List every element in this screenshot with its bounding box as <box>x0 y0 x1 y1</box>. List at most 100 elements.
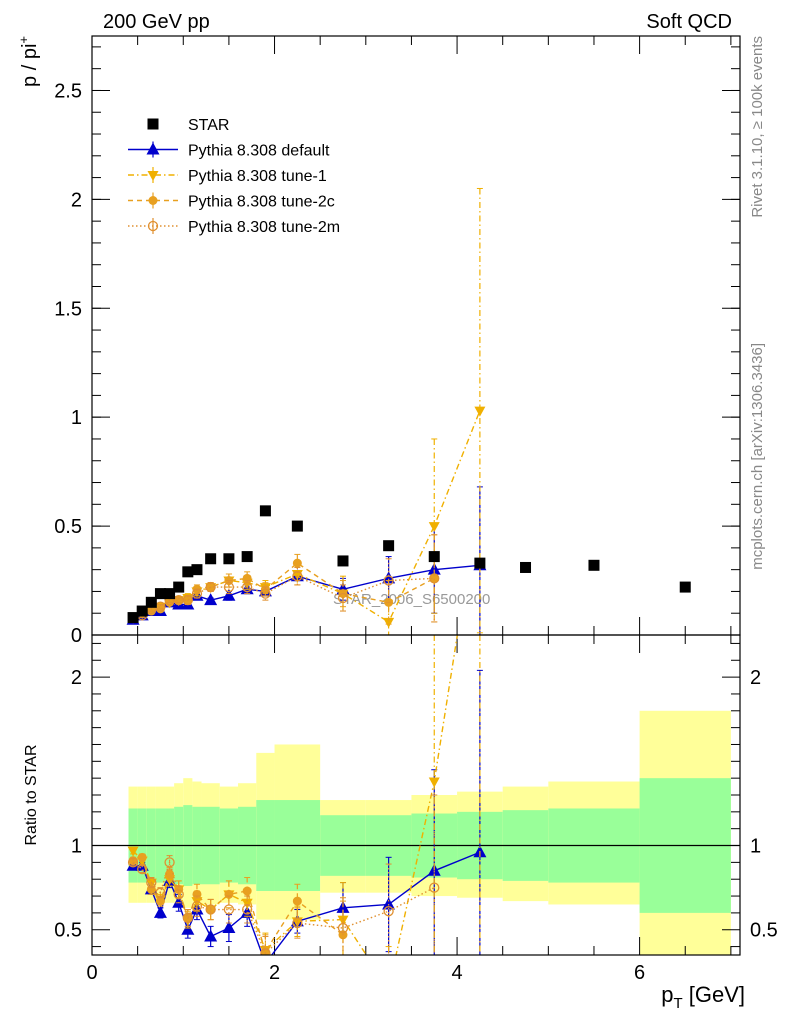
main-point <box>474 406 486 417</box>
main-point <box>127 612 139 624</box>
main-point <box>205 553 217 565</box>
ratio-point <box>382 897 396 910</box>
side-rivet-label: Rivet 3.1.10, ≥ 100k events <box>749 36 766 218</box>
main-point <box>242 581 253 593</box>
main-point <box>337 555 349 567</box>
main-point <box>204 593 218 606</box>
ratio-series <box>126 635 487 955</box>
ratio-point <box>241 898 253 909</box>
main-ylabel-sup: + <box>16 36 31 44</box>
main-point <box>182 566 194 578</box>
main-point <box>222 588 236 601</box>
ratio-point <box>127 857 139 868</box>
main-point <box>588 559 600 571</box>
ratio-y-tick-label-right: 1 <box>750 836 761 858</box>
main-series-star <box>127 505 691 624</box>
main-y-tick-label: 0.5 <box>54 516 82 538</box>
ratio-point <box>260 948 271 955</box>
ratio-point <box>164 857 175 868</box>
main-ylabel-base: p / pi <box>19 44 41 87</box>
main-point <box>383 540 395 552</box>
x-tick-label: 4 <box>452 962 463 984</box>
legend-label: Pythia 8.308 tune-2c <box>188 194 335 211</box>
main-point <box>173 581 185 593</box>
main-y-tick-label: 1.5 <box>54 298 82 320</box>
ratio-y-tick-label-right: 2 <box>750 667 761 689</box>
main-point <box>223 553 235 565</box>
legend-label: Pythia 8.308 tune-1 <box>188 168 327 185</box>
main-point <box>136 605 148 617</box>
legend-item: Pythia 8.308 tune-2m <box>128 218 340 236</box>
ratio-point <box>172 895 186 908</box>
ratio-point <box>222 921 236 934</box>
xlabel-unit: [GeV] <box>683 982 745 1007</box>
x-tick-label: 2 <box>269 962 280 984</box>
main-series <box>126 187 691 635</box>
legend-item: STAR <box>147 117 229 134</box>
legend-item: Pythia 8.308 tune-1 <box>128 167 327 185</box>
ratio-point <box>191 901 203 912</box>
ratio-y-tick-label-left: 0.5 <box>54 920 82 942</box>
ratio-point <box>165 869 175 879</box>
main-y-tick-label: 1 <box>71 407 82 429</box>
ratio-point <box>192 889 202 899</box>
ratio-point <box>173 889 184 900</box>
main-point <box>182 594 193 606</box>
main-point <box>205 581 216 593</box>
legend: STAR Pythia 8.308 default Pythia 8.308 tun… <box>128 117 340 236</box>
legend-label: STAR <box>188 117 229 134</box>
ratio-point <box>146 877 157 888</box>
main-ylabel: p / pi+ <box>16 36 41 87</box>
ratio-point <box>242 904 253 915</box>
side-mcplots-label: mcplots.cern.ch [arXiv:1306.3436] <box>749 343 766 570</box>
ratio-point <box>383 906 394 917</box>
ratio-point <box>155 887 166 898</box>
main-point <box>428 522 440 533</box>
ratio-y-tick-label-left: 2 <box>71 667 82 689</box>
ratio-point <box>182 912 193 924</box>
ratio-line-pythia-8-308-tune-2m <box>132 859 435 955</box>
legend-marker <box>147 220 159 232</box>
main-point <box>337 592 349 604</box>
main-point <box>383 575 394 586</box>
ratio-point <box>337 922 349 934</box>
ratio-point <box>223 904 235 915</box>
ratio-point <box>127 846 139 857</box>
main-point <box>260 588 271 599</box>
legend-item: Pythia 8.308 tune-2c <box>128 192 335 211</box>
main-axes: 0 0.5 1 1.5 2 2.5 <box>54 36 740 647</box>
ratio-line-pythia-8-308-tune-1 <box>132 635 459 955</box>
ratio-point <box>153 905 167 918</box>
legend-label: Pythia 8.308 tune-2m <box>188 219 340 236</box>
main-point <box>259 505 271 517</box>
legend-marker <box>147 118 159 130</box>
main-point <box>164 588 176 600</box>
main-point <box>292 558 302 568</box>
ratio-axes: 0.5 0.5 1 1 2 2 0 2 4 6 <box>54 635 778 984</box>
main-point <box>429 573 440 584</box>
ratio-point <box>137 852 147 862</box>
main-point <box>145 596 157 608</box>
main-point <box>241 551 253 563</box>
main-point <box>520 561 532 573</box>
ratio-point <box>242 886 252 896</box>
ratio-ylabel: Ratio to STAR <box>23 744 40 845</box>
legend-marker <box>146 142 160 155</box>
x-tick-label: 0 <box>86 962 97 984</box>
main-point <box>679 581 691 593</box>
legend-marker <box>147 171 159 181</box>
ratio-series-pythia-8-308-tune-2m <box>127 794 440 955</box>
main-y-tick-label: 2 <box>71 189 82 211</box>
main-point <box>191 564 203 576</box>
ratio-point <box>224 889 234 899</box>
xlabel-sub: T <box>673 995 682 1012</box>
ratio-point <box>137 863 148 875</box>
ratio-point <box>204 929 218 942</box>
main-point <box>474 557 486 569</box>
ratio-y-tick-label-left: 1 <box>71 836 82 858</box>
main-point <box>223 581 235 593</box>
ratio-point <box>205 904 216 915</box>
main-point <box>427 562 441 575</box>
ratio-point <box>428 777 440 788</box>
